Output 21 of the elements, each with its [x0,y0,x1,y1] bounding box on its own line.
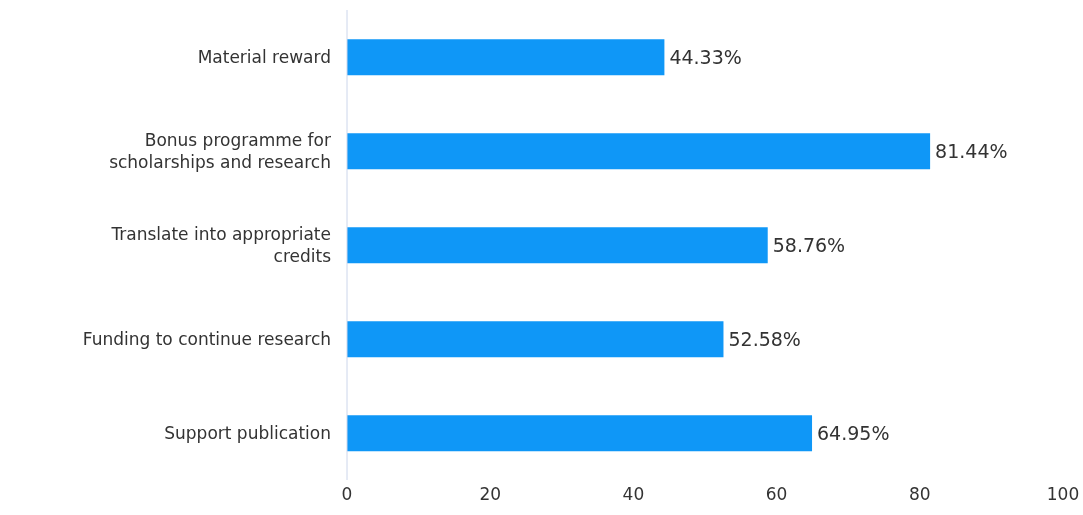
y-tick-label: Support publication [164,423,331,443]
data-label: 52.58% [728,327,801,350]
bar [347,415,813,452]
bar [347,39,665,76]
x-tick-label: 60 [765,484,788,505]
data-label: 81.44% [935,139,1008,162]
y-tick-label: Translate into appropriate credits [110,224,332,266]
data-label: 64.95% [817,421,890,444]
bar [347,321,724,358]
y-tick-label: Material reward [197,47,331,67]
x-tick-label: 40 [622,484,645,505]
x-tick-label: 100 [1046,484,1080,505]
data-label: 44.33% [669,45,742,68]
x-tick-label: 0 [341,484,353,505]
data-label: 58.76% [772,233,846,256]
x-tick-label: 80 [908,484,931,505]
x-tick-label: 20 [479,484,502,505]
y-tick-label: Bonus programme for scholarships and research [109,130,331,172]
bar [347,133,931,170]
y-tick-label: Funding to continue research [82,329,331,349]
bar [347,227,768,264]
